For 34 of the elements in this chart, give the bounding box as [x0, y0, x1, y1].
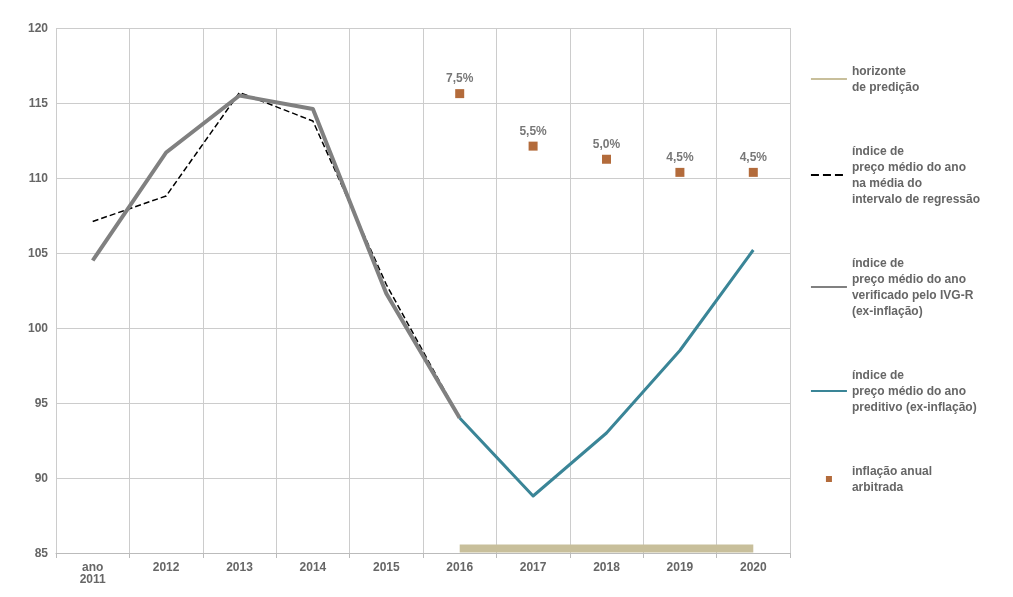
- data-label: 5,0%: [592, 136, 621, 151]
- x-tick-label: 2017: [519, 560, 547, 574]
- y-tick-label: 100: [27, 321, 49, 335]
- x-tick-label: 2012: [152, 560, 180, 574]
- x-tick-label: 2013: [226, 560, 254, 574]
- point: [528, 141, 538, 151]
- y-tick-label: 85: [34, 546, 49, 560]
- data-label: 4,5%: [739, 149, 768, 164]
- legend-label: índice de preço médio do ano na média do intervalo de regressão: [851, 144, 981, 206]
- data-label: 4,5%: [666, 149, 694, 164]
- x-tick-label: 2016: [446, 560, 474, 574]
- data-label: 5,5%: [519, 123, 548, 138]
- x-tick-label: ano 2011: [79, 560, 107, 586]
- y-tick-label: 120: [27, 21, 49, 35]
- point: [602, 154, 611, 164]
- point: [675, 167, 685, 177]
- x-tick-label: 2018: [593, 560, 621, 574]
- y-tick-label: 90: [34, 471, 49, 485]
- data-label: 7,5%: [446, 71, 474, 86]
- y-tick-label: 95: [34, 396, 49, 410]
- x-tick-label: 2020: [739, 560, 767, 574]
- line-series: [458, 248, 755, 498]
- y-tick-label: 110: [28, 171, 49, 185]
- x-tick-label: 2014: [299, 560, 327, 574]
- point: [455, 89, 465, 99]
- x-tick-label: 2019: [666, 560, 694, 574]
- legend-label: índice de preço médio do ano preditivo (ex-inflação): [851, 368, 977, 414]
- y-tick-label: 105: [27, 246, 49, 260]
- point: [748, 167, 758, 177]
- x-tick-label: 2015: [372, 560, 400, 574]
- legend-label: índice de preço médio do ano verificado pelo IVG-R (ex-inflação): [851, 256, 974, 318]
- legend-label: inflação anual arbitrada: [851, 464, 932, 494]
- y-tick-label: 115: [28, 96, 49, 110]
- legend-label: horizonte de predição: [851, 64, 920, 94]
